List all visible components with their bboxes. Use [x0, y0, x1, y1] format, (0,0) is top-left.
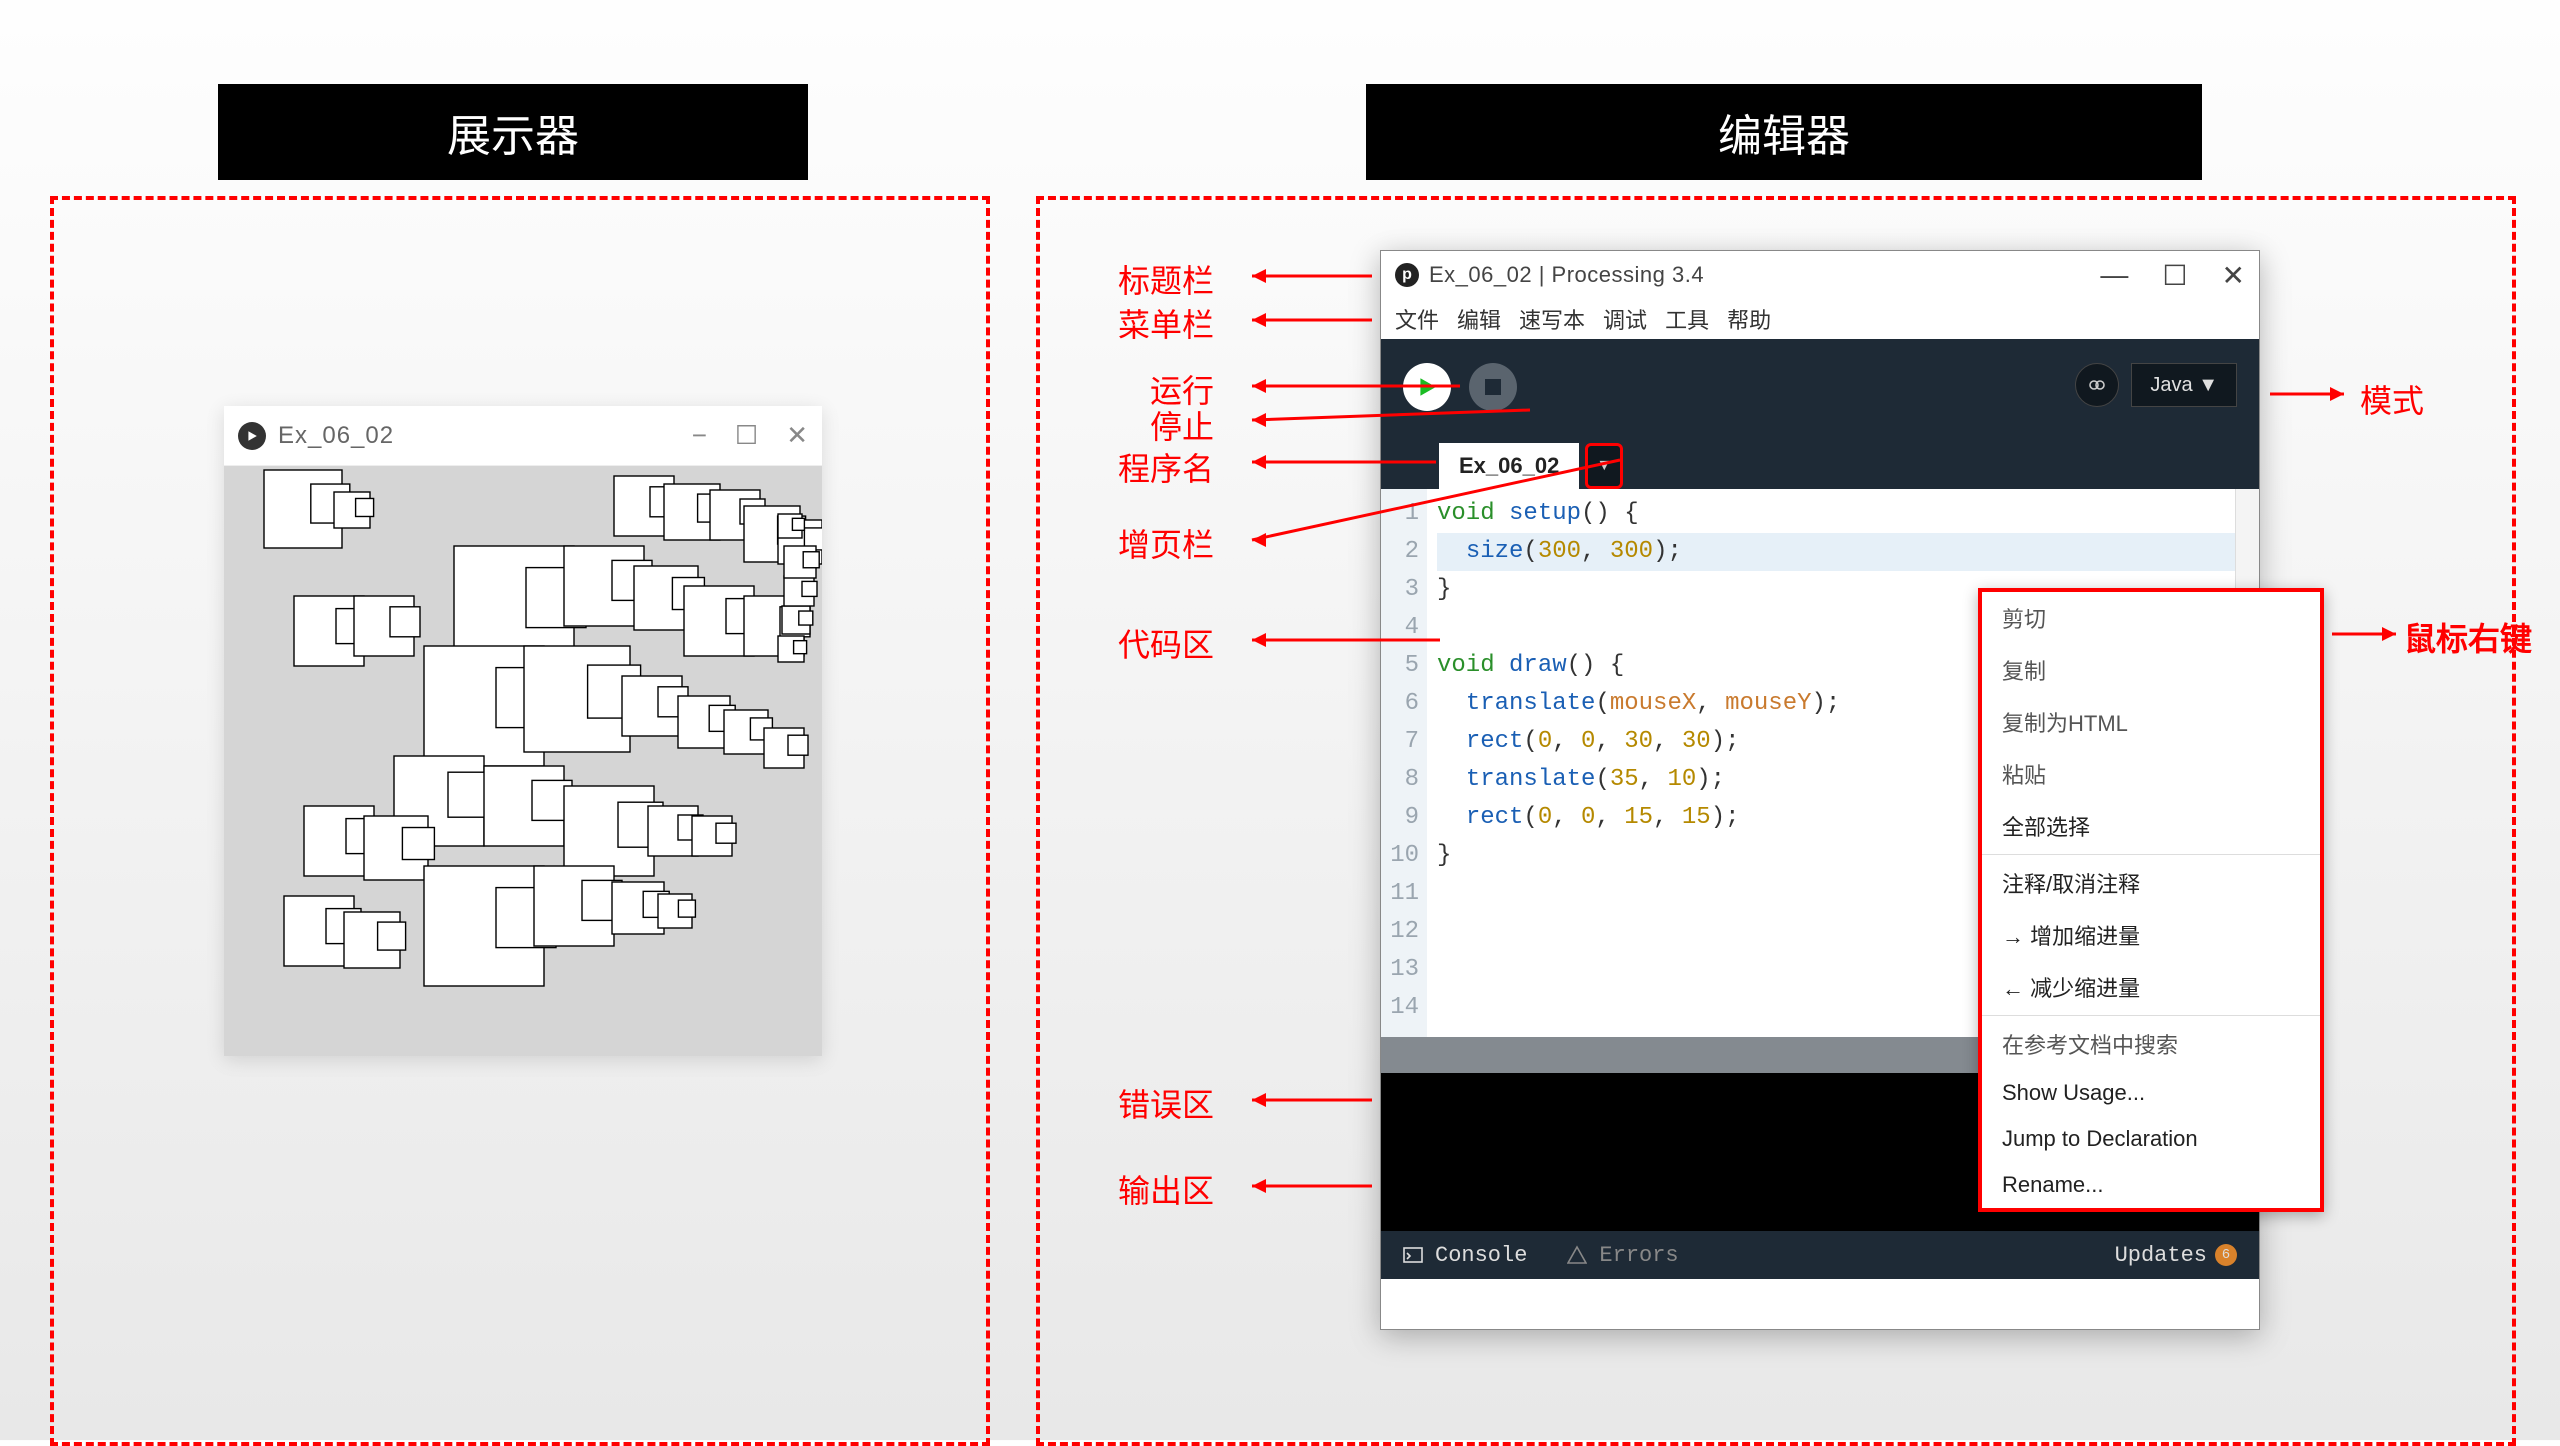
errors-tab[interactable]: Errors [1567, 1243, 1678, 1268]
updates-indicator[interactable]: Updates 6 [2115, 1243, 2237, 1268]
stop-button[interactable] [1469, 363, 1517, 411]
context-menu-item[interactable]: 全部选择 [1982, 800, 2320, 852]
context-menu-item[interactable]: 剪切 [1982, 592, 2320, 644]
anno-errorarea: 错误区 [1118, 1080, 1214, 1126]
sketch-canvas[interactable] [224, 466, 822, 1056]
processing-logo-icon [238, 422, 266, 450]
anno-codearea: 代码区 [1118, 620, 1214, 666]
anno-tabbar: 增页栏 [1118, 520, 1214, 566]
context-menu-item[interactable]: 粘贴 [1982, 748, 2320, 800]
anno-sketchname: 程序名 [1118, 444, 1214, 490]
context-menu-item[interactable]: 复制为HTML [1982, 696, 2320, 748]
anno-menubar: 菜单栏 [1118, 300, 1214, 346]
anno-rightclick: 鼠标右键 [2404, 614, 2532, 660]
context-menu-item[interactable]: Show Usage... [1982, 1070, 2320, 1116]
anno-mode: 模式 [2360, 376, 2424, 422]
menu-item[interactable]: 工具 [1665, 303, 1709, 335]
ide-title-text: Ex_06_02 | Processing 3.4 [1429, 262, 2100, 288]
context-menu-item[interactable]: ← 减少缩进量 [1982, 961, 2320, 1013]
update-count-badge: 6 [2215, 1244, 2237, 1266]
ide-statusbar: Console Errors Updates 6 [1381, 1231, 2259, 1279]
sketch-svg [224, 466, 822, 1056]
context-menu-item[interactable]: Rename... [1982, 1162, 2320, 1208]
output-titlebar: Ex_06_02 − ☐ ✕ [224, 406, 822, 466]
processing-icon: p [1395, 263, 1419, 287]
tab-dropdown-button[interactable]: ▼ [1585, 443, 1623, 489]
context-menu-item[interactable]: 复制 [1982, 644, 2320, 696]
anno-titlebar: 标题栏 [1118, 256, 1214, 302]
warning-icon [1567, 1245, 1587, 1265]
context-menu-item[interactable]: Jump to Declaration [1982, 1116, 2320, 1162]
anno-stop: 停止 [1150, 402, 1214, 448]
context-menu-item[interactable]: 注释/取消注释 [1982, 857, 2320, 909]
ide-minimize-button[interactable]: — [2100, 259, 2128, 292]
context-menu-item[interactable]: → 增加缩进量 [1982, 909, 2320, 961]
menu-item[interactable]: 调试 [1603, 303, 1647, 335]
editor-context-menu[interactable]: 剪切复制复制为HTML粘贴全部选择注释/取消注释→ 增加缩进量← 减少缩进量在参… [1978, 588, 2324, 1212]
ide-menubar[interactable]: 文件编辑速写本调试工具帮助 [1381, 299, 2259, 339]
run-button[interactable] [1403, 363, 1451, 411]
menu-item[interactable]: 速写本 [1519, 303, 1585, 335]
panel-header-right: 编辑器 [1366, 84, 2202, 180]
ide-close-button[interactable]: ✕ [2222, 259, 2245, 292]
output-sketch-name: Ex_06_02 [278, 422, 692, 450]
ide-titlebar[interactable]: p Ex_06_02 | Processing 3.4 — ☐ ✕ [1381, 251, 2259, 299]
sketch-output-window: Ex_06_02 − ☐ ✕ [224, 406, 822, 1056]
ide-toolbar: Java ▼ [1381, 339, 2259, 435]
sketch-tab[interactable]: Ex_06_02 [1439, 443, 1579, 489]
context-menu-item[interactable]: 在参考文档中搜索 [1982, 1018, 2320, 1070]
output-minimize-button[interactable]: − [692, 420, 707, 451]
console-tab[interactable]: Console [1403, 1243, 1527, 1268]
line-number-gutter: 1234567891011121314 [1381, 489, 1427, 1037]
terminal-icon [1403, 1245, 1423, 1265]
panel-header-left: 展示器 [218, 84, 808, 180]
ide-tabbar: Ex_06_02 ▼ [1381, 435, 2259, 489]
output-close-button[interactable]: ✕ [786, 420, 808, 451]
anno-outputarea: 输出区 [1118, 1166, 1214, 1212]
menu-item[interactable]: 帮助 [1727, 303, 1771, 335]
ide-maximize-button[interactable]: ☐ [2162, 259, 2187, 292]
menu-item[interactable]: 文件 [1395, 303, 1439, 335]
debug-icon[interactable] [2075, 363, 2119, 407]
menu-item[interactable]: 编辑 [1457, 303, 1501, 335]
mode-selector[interactable]: Java ▼ [2131, 363, 2237, 407]
output-maximize-button[interactable]: ☐ [735, 420, 758, 451]
